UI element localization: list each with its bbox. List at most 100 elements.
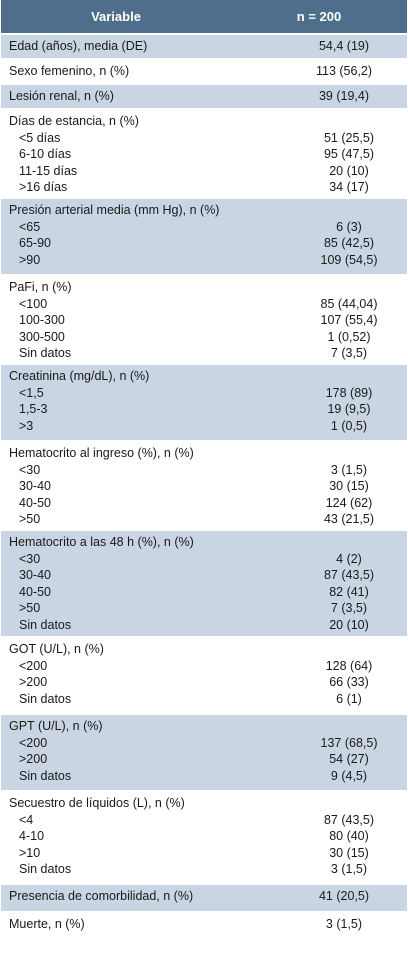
table-subrow: <200 128 (64) <box>1 658 407 675</box>
variable-label: PaFi, n (%) <box>9 280 72 294</box>
table-row: Hematocrito al ingreso (%), n (%) <box>1 445 407 462</box>
table-section: Presión arterial media (mm Hg), n (%) <65… <box>1 199 407 276</box>
variable-label: Lesión renal, n (%) <box>9 89 114 103</box>
variable-value <box>281 445 407 462</box>
table-section: GPT (U/L), n (%) <200 137 (68,5) >200 54 (27… <box>1 715 407 792</box>
table-subrow: >16 días 34 (17) <box>1 179 407 196</box>
table-body: Edad (años), media (DE) 54,4 (19) Sexo fem… <box>1 35 407 937</box>
category-value: 30 (15) <box>329 479 369 494</box>
table-row: Edad (años), media (DE) 54,4 (19) <box>1 38 407 55</box>
table-section: Hematocrito a las 48 h (%), n (%) <30 4 (2… <box>1 531 407 638</box>
table-subrow: 100-300 107 (55,4) <box>1 312 407 329</box>
table-subrow: Sin datos 7 (3,5) <box>1 345 407 362</box>
category-label: 40-50 <box>19 584 51 599</box>
variable-value <box>281 534 407 551</box>
category-label: 100-300 <box>19 313 65 328</box>
category-label: >10 <box>19 845 41 860</box>
category-value: 95 (47,5) <box>323 147 375 162</box>
table-row: PaFi, n (%) <box>1 279 407 296</box>
category-value: 19 (9,5) <box>327 402 371 417</box>
table-subrow: Sin datos 9 (4,5) <box>1 768 407 785</box>
category-label: Sin datos <box>19 862 72 877</box>
category-label: 300-500 <box>19 329 65 344</box>
table-subrow: Sin datos 6 (1) <box>1 691 407 708</box>
category-value: 20 (10) <box>329 163 369 178</box>
table-row: Lesión renal, n (%) 39 (19,4) <box>1 88 407 105</box>
table-subrow: <1,5 178 (89) <box>1 385 407 402</box>
variable-label: Secuestro de líquidos (L), n (%) <box>9 796 185 810</box>
table-row: Días de estancia, n (%) <box>1 113 407 130</box>
category-label: <1,5 <box>19 385 44 400</box>
table-section: Sexo femenino, n (%) 113 (56,2) <box>1 60 407 85</box>
table-subrow: >200 54 (27) <box>1 751 407 768</box>
category-value: 1 (0,5) <box>330 418 368 433</box>
category-value: 20 (10) <box>329 617 369 632</box>
table-subrow: <30 4 (2) <box>1 551 407 568</box>
category-value: 43 (21,5) <box>323 512 375 527</box>
table-subrow: <65 6 (3) <box>1 219 407 236</box>
category-value: 4 (2) <box>336 551 362 566</box>
category-label: <30 <box>19 551 41 566</box>
category-label: 1,5-3 <box>19 402 48 417</box>
variable-label: Días de estancia, n (%) <box>9 114 139 128</box>
category-label: Sin datos <box>19 617 72 632</box>
variable-label: Edad (años), media (DE) <box>9 39 148 53</box>
category-label: <5 días <box>19 130 61 145</box>
variable-value: 41 (20,5) <box>318 889 370 903</box>
table-row: Sexo femenino, n (%) 113 (56,2) <box>1 63 407 80</box>
table-subrow: Sin datos 3 (1,5) <box>1 861 407 878</box>
table-subrow: <5 días 51 (25,5) <box>1 130 407 147</box>
variable-label: Creatinina (mg/dL), n (%) <box>9 369 150 383</box>
table-subrow: >3 1 (0,5) <box>1 418 407 435</box>
category-value: 6 (3) <box>336 219 362 234</box>
category-label: >50 <box>19 601 41 616</box>
variable-value: 39 (19,4) <box>318 89 370 103</box>
category-label: >16 días <box>19 180 68 195</box>
category-value: 34 (17) <box>329 180 369 195</box>
category-label: 11-15 días <box>19 163 78 178</box>
header-variable: Variable <box>91 9 141 24</box>
table-row: Presión arterial media (mm Hg), n (%) <box>1 202 407 219</box>
variable-value: 54,4 (19) <box>318 39 370 53</box>
variable-value <box>281 641 407 658</box>
category-value: 87 (43,5) <box>323 812 375 827</box>
category-value: 124 (62) <box>325 495 373 510</box>
table-section: Lesión renal, n (%) 39 (19,4) <box>1 85 407 110</box>
variable-value <box>281 202 407 219</box>
category-value: 51 (25,5) <box>323 130 375 145</box>
variable-label: Hematocrito a las 48 h (%), n (%) <box>9 535 194 549</box>
variable-label: Presión arterial media (mm Hg), n (%) <box>9 203 220 217</box>
category-label: 30-40 <box>19 479 51 494</box>
variable-label: GOT (U/L), n (%) <box>9 642 104 656</box>
variable-value <box>281 718 407 735</box>
variable-label: Presencia de comorbilidad, n (%) <box>9 889 194 903</box>
table-subrow: 300-500 1 (0,52) <box>1 329 407 346</box>
table-subrow: >10 30 (15) <box>1 845 407 862</box>
table-section: Hematocrito al ingreso (%), n (%) <30 3 (1… <box>1 442 407 531</box>
category-value: 30 (15) <box>329 845 369 860</box>
category-value: 7 (3,5) <box>330 601 368 616</box>
category-label: Sin datos <box>19 768 72 783</box>
table-section: GOT (U/L), n (%) <200 128 (64) >200 66 (33) S… <box>1 638 407 715</box>
category-value: 54 (27) <box>329 752 369 767</box>
table-subrow: 40-50 82 (41) <box>1 584 407 601</box>
variable-value <box>281 279 407 296</box>
variable-label: Sexo femenino, n (%) <box>9 64 130 78</box>
variable-label: Hematocrito al ingreso (%), n (%) <box>9 446 194 460</box>
category-value: 3 (1,5) <box>330 862 368 877</box>
table-section: Secuestro de líquidos (L), n (%) <4 87 (43… <box>1 792 407 885</box>
category-value: 107 (55,4) <box>320 313 378 328</box>
category-label: <100 <box>19 296 48 311</box>
table-subrow: 11-15 días 20 (10) <box>1 163 407 180</box>
table-subrow: <4 87 (43,5) <box>1 812 407 829</box>
category-label: <200 <box>19 658 48 673</box>
category-value: 87 (43,5) <box>323 568 375 583</box>
category-value: 178 (89) <box>325 385 373 400</box>
table-section: Muerte, n (%) 3 (1,5) <box>1 913 407 937</box>
category-label: 4-10 <box>19 829 45 844</box>
category-value: 85 (42,5) <box>323 236 375 251</box>
category-value: 128 (64) <box>325 658 373 673</box>
table-section: Días de estancia, n (%) <5 días 51 (25,5) 6… <box>1 110 407 199</box>
table-section: Creatinina (mg/dL), n (%) <1,5 178 (89) 1,5… <box>1 365 407 442</box>
variable-label: Muerte, n (%) <box>9 917 85 931</box>
